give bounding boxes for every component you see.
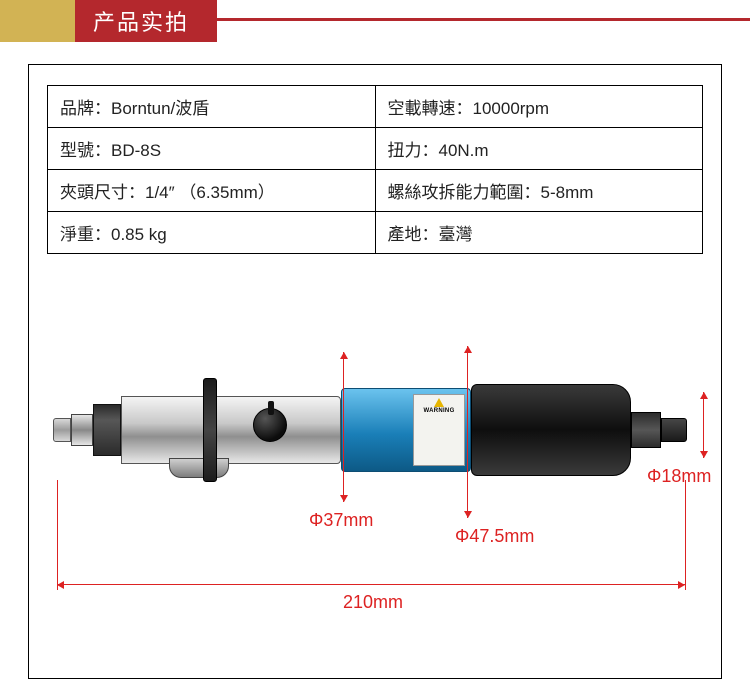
dim-label-d475: Φ47.5mm bbox=[455, 526, 534, 547]
table-row: 淨重：0.85 kg產地：臺灣 bbox=[48, 212, 703, 254]
tool-warning-label: WARNING bbox=[413, 394, 465, 466]
tool-silver-body bbox=[121, 396, 341, 464]
dim-label-d37: Φ37mm bbox=[309, 510, 373, 531]
table-row: 品牌：Borntun/波盾空載轉速：10000rpm bbox=[48, 86, 703, 128]
table-row: 夾頭尺寸：1/4″ （6.35mm）螺絲攻拆能力範圍：5-8mm bbox=[48, 170, 703, 212]
spec-cell-left: 品牌：Borntun/波盾 bbox=[48, 86, 376, 128]
tool-lower-housing bbox=[169, 458, 229, 478]
tool-illustration: WARNING bbox=[53, 380, 693, 480]
dim-tick-right bbox=[685, 480, 686, 590]
spec-label: 螺絲攻拆能力範圍： bbox=[388, 183, 541, 202]
tool-air-fitting bbox=[71, 414, 93, 446]
spec-value: 0.85 kg bbox=[111, 225, 167, 244]
header-bar: 产品实拍 bbox=[0, 0, 750, 42]
tool-hex-nut bbox=[93, 404, 121, 456]
spec-label: 空載轉速： bbox=[388, 99, 473, 118]
spec-cell-right: 螺絲攻拆能力範圍：5-8mm bbox=[375, 170, 703, 212]
spec-value: BD-8S bbox=[111, 141, 161, 160]
tool-guard-disc bbox=[203, 378, 217, 482]
spec-cell-right: 扭力：40N.m bbox=[375, 128, 703, 170]
warning-triangle-icon bbox=[434, 398, 444, 407]
spec-value: 1/4″ （6.35mm） bbox=[145, 183, 275, 202]
header-title: 产品实拍 bbox=[75, 0, 217, 42]
spec-label: 型號： bbox=[60, 141, 111, 160]
spec-value: 40N.m bbox=[439, 141, 489, 160]
spec-cell-left: 淨重：0.85 kg bbox=[48, 212, 376, 254]
tool-chuck-tip bbox=[661, 418, 687, 442]
tool-air-fitting-tip bbox=[53, 418, 71, 442]
dim-label-length: 210mm bbox=[343, 592, 403, 613]
spec-table-body: 品牌：Borntun/波盾空載轉速：10000rpm型號：BD-8S扭力：40N… bbox=[48, 86, 703, 254]
spec-value: 5-8mm bbox=[541, 183, 594, 202]
spec-table: 品牌：Borntun/波盾空載轉速：10000rpm型號：BD-8S扭力：40N… bbox=[47, 85, 703, 254]
spec-label: 扭力： bbox=[388, 141, 439, 160]
header-accent-yellow bbox=[0, 0, 75, 42]
dim-line-length bbox=[57, 584, 685, 585]
dim-label-d18: Φ18mm bbox=[647, 466, 711, 487]
table-row: 型號：BD-8S扭力：40N.m bbox=[48, 128, 703, 170]
product-diagram: WARNING Φ37mm Φ47.5mm Φ18mm 210mm bbox=[47, 284, 703, 644]
dim-tick-left bbox=[57, 480, 58, 590]
tool-chuck-collar bbox=[631, 412, 661, 448]
spec-value: 臺灣 bbox=[439, 225, 473, 244]
dim-line-d37 bbox=[343, 352, 344, 502]
spec-value: 10000rpm bbox=[473, 99, 550, 118]
dim-line-d475 bbox=[467, 346, 468, 518]
spec-cell-left: 夾頭尺寸：1/4″ （6.35mm） bbox=[48, 170, 376, 212]
spec-value: Borntun/波盾 bbox=[111, 99, 209, 118]
spec-label: 淨重： bbox=[60, 225, 111, 244]
tool-black-grip bbox=[471, 384, 631, 476]
dim-line-d18 bbox=[703, 392, 704, 458]
spec-label: 夾頭尺寸： bbox=[60, 183, 145, 202]
content-frame: 品牌：Borntun/波盾空載轉速：10000rpm型號：BD-8S扭力：40N… bbox=[28, 64, 722, 679]
header-underline bbox=[217, 0, 750, 21]
spec-cell-right: 產地：臺灣 bbox=[375, 212, 703, 254]
spec-label: 品牌： bbox=[60, 99, 111, 118]
spec-label: 產地： bbox=[388, 225, 439, 244]
spec-cell-left: 型號：BD-8S bbox=[48, 128, 376, 170]
warning-title: WARNING bbox=[416, 409, 462, 414]
spec-cell-right: 空載轉速：10000rpm bbox=[375, 86, 703, 128]
tool-reverse-knob bbox=[253, 408, 287, 442]
header-title-text: 产品实拍 bbox=[93, 5, 189, 37]
